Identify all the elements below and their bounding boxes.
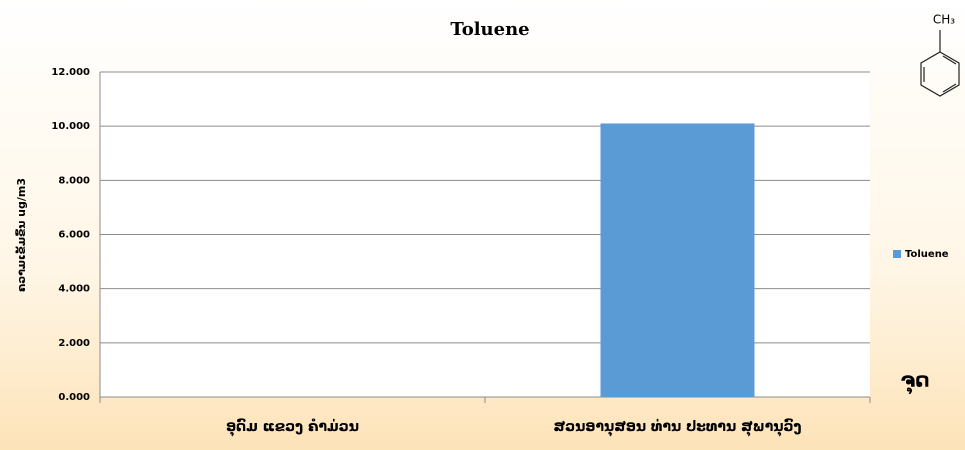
y-tick-label: 8.000 (58, 175, 90, 186)
y-axis-label: ຄວາມເຂັ້ມຂົ້ນ ug/m3 (14, 178, 28, 292)
legend-label: Toluene (905, 249, 949, 260)
y-tick-label: 0.000 (58, 392, 90, 403)
x-tick-label: ອຸດົມ ແຂວງ ຄຳມ່ວນ (226, 418, 359, 437)
molecule-icon (920, 30, 960, 97)
molecule-label: CH₃ (933, 13, 955, 27)
y-tick-label: 10.000 (51, 121, 90, 132)
bar (600, 123, 755, 397)
legend-swatch (893, 250, 901, 258)
y-tick-label: 2.000 (58, 338, 90, 349)
y-tick-label: 4.000 (58, 284, 90, 295)
y-tick-label: 12.000 (51, 67, 90, 78)
x-tick-label: ສວນອານຸສອນ ທ່ານ ປະທານ ສຸພານຸວົງ (554, 418, 802, 437)
y-tick-label: 6.000 (58, 230, 90, 241)
chart-title: Toluene (450, 19, 529, 40)
x-axis-label: ຈຸດ (901, 368, 930, 395)
